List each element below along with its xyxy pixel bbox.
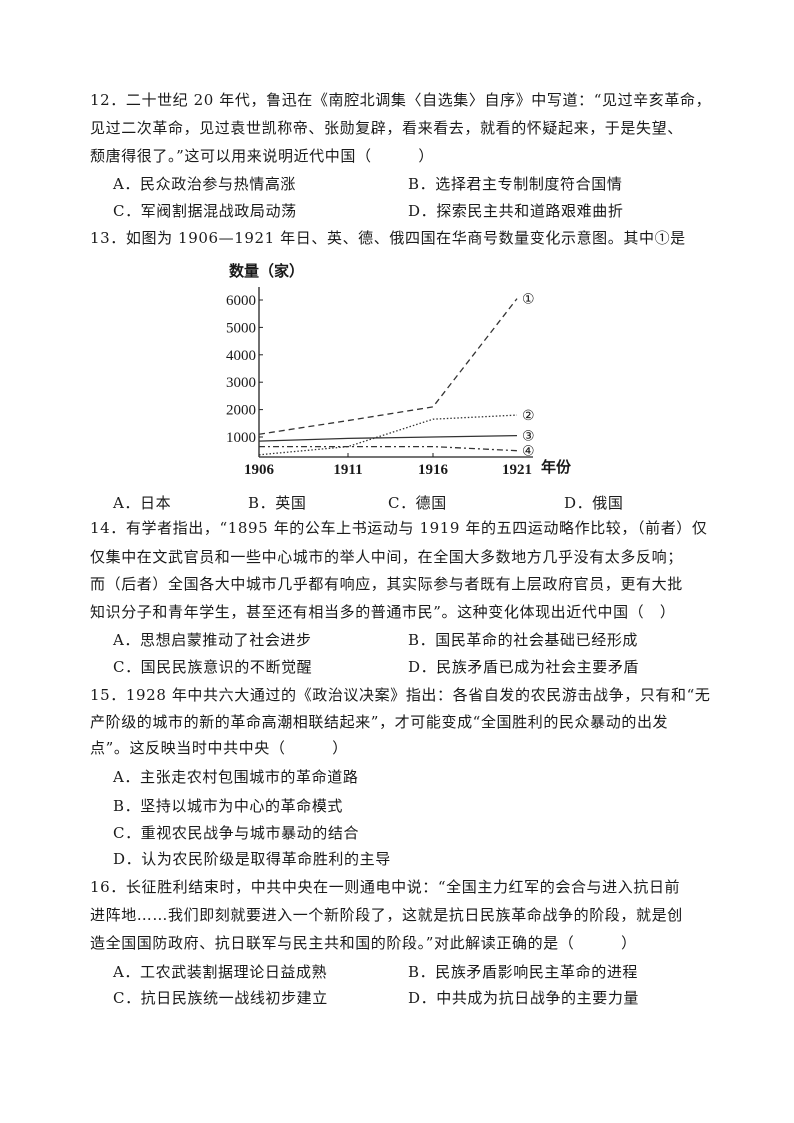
- question-12-option-B[interactable]: B．选择君主专制制度符合国情: [408, 175, 623, 193]
- x-tick-label: 1906: [244, 462, 275, 478]
- question-13-option-C[interactable]: C．德国: [388, 494, 447, 512]
- y-tick-label: 2000: [226, 403, 256, 419]
- y-tick-label: 5000: [226, 320, 256, 336]
- y-tick-label: 4000: [226, 348, 256, 364]
- question-15-option-D[interactable]: D．认为农民阶级是取得革命胜利的主导: [113, 850, 391, 868]
- question-14-line: 14．有学者指出，“1895 年的公车上书运动与 1919 年的五四运动略作比较…: [90, 519, 708, 537]
- series-label-4: ④: [522, 445, 535, 460]
- x-axis-label: 年份: [541, 458, 572, 476]
- question-15-line: 点”。这反映当时中共中央（ ）: [90, 739, 348, 757]
- series-line-3: [258, 434, 518, 442]
- question-14-option-C[interactable]: C．国民民族意识的不断觉醒: [113, 658, 313, 676]
- y-axis-label: 数量（家）: [229, 262, 304, 280]
- question-12-option-D[interactable]: D．探索民主共和道路艰难曲折: [408, 202, 624, 220]
- question-15-option-B[interactable]: B．坚持以城市为中心的革命模式: [113, 797, 344, 815]
- series-label-2: ②: [522, 409, 535, 424]
- question-13-option-D[interactable]: D．俄国: [564, 494, 624, 512]
- question-12-line: 见过二次革命，见过袁世凯称帝、张勋复辟，看来看去，就看的怀疑起来，于是失望、: [90, 119, 683, 137]
- y-tick-label: 1000: [226, 430, 256, 446]
- question-12-line: 12．二十世纪 20 年代，鲁迅在《南腔北调集〈自选集〉自序》中写道：“见过辛亥…: [90, 91, 712, 109]
- question-12-option-A[interactable]: A．民众政治参与热情高涨: [113, 175, 297, 193]
- question-15-option-A[interactable]: A．主张走农村包围城市的革命道路: [113, 768, 359, 786]
- question-16-line: 造全国国防政府、抗日联军与民主共和国的阶段。”对此解读正确的是（ ）: [90, 934, 637, 952]
- series-label-1: ①: [522, 293, 535, 308]
- question-15-line: 15．1928 年中共六大通过的《政治议决案》指出：各省自发的农民游击战争，只有…: [90, 686, 711, 704]
- question-16-option-B[interactable]: B．民族矛盾影响民主革命的进程: [408, 963, 639, 981]
- question-15-option-C[interactable]: C．重视农民战争与城市暴动的结合: [113, 824, 360, 842]
- question-16-line: 16．长征胜利结束时，中共中央在一则通电中说：“全国主力红军的会合与进入抗日前: [90, 878, 681, 896]
- series-line-4: [259, 445, 518, 452]
- question-15-line: 产阶级的城市的新的革命高潮相联结起来”，才可能变成“全国胜利的民众暴动的出发: [90, 713, 669, 731]
- question-14-option-B[interactable]: B．国民革命的社会基础已经形成: [408, 631, 639, 649]
- question-12-line: 颓唐得很了。”这可以用来说明近代中国（ ）: [90, 147, 434, 165]
- question-14-option-A[interactable]: A．思想启蒙推动了社会进步: [113, 631, 312, 649]
- question-16-option-A[interactable]: A．工农武装割据理论日益成熟: [113, 963, 328, 981]
- question-16-option-C[interactable]: C．抗日民族统一战线初步建立: [113, 989, 328, 1007]
- question-16-line: 进阵地……我们即刻就要进入一个新阶段了，这就是抗日民族革命战争的阶段，就是创: [90, 906, 683, 924]
- question-16-option-D[interactable]: D．中共成为抗日战争的主要力量: [408, 989, 640, 1007]
- question-13-option-B[interactable]: B．英国: [248, 494, 307, 512]
- question-12-option-C[interactable]: C．军阀割据混战政局动荡: [113, 202, 297, 220]
- question-13-option-A[interactable]: A．日本: [113, 494, 172, 512]
- question-14-line: 而（后者）全国各大中城市几乎都有响应，其实际参与者既有上层政府官员，更有大批: [90, 575, 683, 593]
- question-14-line: 知识分子和青年学生，甚至还有相当多的普通市民”。这种变化体现出近代中国（ ）: [90, 603, 676, 621]
- question-14-line: 仅集中在文武官员和一些中心城市的举人中间，在全国大多数地方几乎没有太多反响；: [90, 548, 683, 566]
- question-13-line: 13．如图为 1906—1921 年日、英、德、俄四国在华商号数量变化示意图。其…: [90, 229, 686, 247]
- y-tick-label: 6000: [226, 293, 256, 309]
- series-line-2: [258, 414, 518, 456]
- question-14-option-D[interactable]: D．民族矛盾已成为社会主要矛盾: [408, 658, 640, 676]
- y-tick-label: 3000: [226, 375, 256, 391]
- x-tick-label: 1911: [333, 462, 362, 478]
- series-line-1: [258, 298, 518, 435]
- series-label-3: ③: [522, 430, 535, 445]
- x-tick-label: 1916: [418, 462, 449, 478]
- x-tick-label: 1921: [502, 462, 532, 478]
